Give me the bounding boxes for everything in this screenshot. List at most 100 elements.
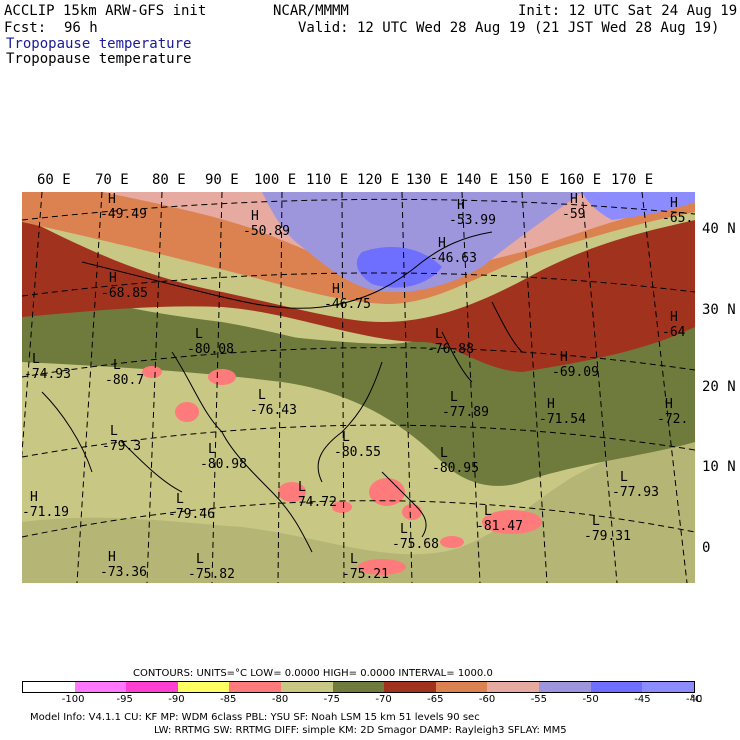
- colorbar-label: °C: [690, 694, 702, 705]
- extremum-value: -75.68: [392, 537, 439, 552]
- lat-label: 10 N: [702, 459, 736, 475]
- extremum-type: L: [350, 552, 358, 567]
- init-time: Init: 12 UTC Sat 24 Aug 19: [518, 3, 738, 19]
- colorbar-swatch: [177, 682, 230, 692]
- lon-label: 70 E: [95, 172, 129, 188]
- extremum-value: -74.72: [290, 495, 337, 510]
- tropopause-temperature-map: [22, 192, 695, 583]
- low-marker: L -75.68: [392, 522, 439, 552]
- low-marker: L -80.95: [432, 446, 479, 476]
- lon-label: 60 E: [37, 172, 71, 188]
- lon-label: 170 E: [611, 172, 654, 188]
- low-marker: L -74.72: [290, 480, 337, 510]
- lat-label: 20 N: [702, 379, 736, 395]
- colorbar-label: -75: [323, 694, 340, 705]
- colorbar-label: -45: [634, 694, 651, 705]
- high-marker: H -46.63: [430, 236, 477, 266]
- high-marker: H -65.: [662, 196, 693, 226]
- model-title: ACCLIP 15km ARW-GFS init: [4, 3, 207, 19]
- extremum-type: L: [176, 492, 184, 507]
- extremum-value: -79.3: [102, 439, 142, 454]
- colorbar-label: -90: [168, 694, 185, 705]
- extremum-value: -73.36: [100, 565, 147, 580]
- extremum-value: -76.88: [427, 342, 474, 357]
- extremum-type: H: [438, 236, 446, 251]
- contours-info: CONTOURS: UNITS=°C LOW= 0.0000 HIGH= 0.0…: [133, 668, 493, 679]
- low-marker: L -75.82: [188, 552, 235, 582]
- extremum-type: H: [665, 397, 673, 412]
- extremum-value: -46.63: [430, 251, 477, 266]
- extremum-type: L: [620, 470, 628, 485]
- extremum-type: H: [570, 192, 578, 207]
- colorbar-swatch: [384, 682, 436, 692]
- lon-label: 150 E: [507, 172, 550, 188]
- extremum-type: L: [208, 442, 216, 457]
- lon-label: 80 E: [152, 172, 186, 188]
- extremum-value: -50.89: [243, 224, 290, 239]
- lon-label: 140 E: [456, 172, 499, 188]
- lon-label: 100 E: [254, 172, 297, 188]
- valid-time: Valid: 12 UTC Wed 28 Aug 19 (21 JST Wed …: [298, 20, 720, 36]
- lat-label: 40 N: [702, 221, 736, 237]
- map-panel: H -49.49 H -50.89 H -53.99 H -59 H -65. H -46.63 H -4…: [22, 192, 695, 583]
- extremum-value: -64: [662, 325, 686, 340]
- colorbar-label: -100: [61, 694, 85, 705]
- extremum-type: L: [196, 552, 204, 567]
- extremum-type: L: [400, 522, 408, 537]
- field-title: Tropopause temperature: [6, 51, 192, 67]
- graticule: [22, 192, 695, 583]
- extremum-value: -68.85: [101, 286, 148, 301]
- high-marker: H -71.19: [22, 490, 69, 520]
- low-marker: L -77.93: [612, 470, 659, 500]
- colorbar-label: -70: [375, 694, 392, 705]
- colorbar-swatch: [539, 682, 591, 692]
- extremum-value: -80.95: [432, 461, 479, 476]
- low-marker: L -80.08: [187, 327, 234, 357]
- high-marker: H -64: [662, 310, 685, 340]
- field-title-blue: Tropopause temperature: [6, 36, 192, 52]
- fcst-label: Fcst:: [4, 20, 47, 36]
- extremum-value: -46.75: [324, 297, 371, 312]
- high-marker: H -72.: [657, 397, 688, 427]
- extremum-value: -71.19: [22, 505, 69, 520]
- extremum-type: L: [484, 504, 492, 519]
- extremum-type: H: [108, 550, 116, 565]
- colorbar-swatch: [126, 682, 178, 692]
- low-marker: L -74.93: [24, 352, 71, 382]
- extremum-type: L: [342, 430, 350, 445]
- lon-label: 110 E: [306, 172, 349, 188]
- extremum-value: -74.93: [24, 367, 71, 382]
- colorbar-label: -60: [478, 694, 496, 705]
- low-marker: L -79.31: [584, 514, 631, 544]
- extremum-type: L: [298, 480, 306, 495]
- colorbar-swatch: [590, 682, 643, 692]
- shading-ne-corner: [582, 192, 695, 220]
- low-marker: L -81.47: [476, 504, 523, 534]
- extremum-value: -59: [562, 207, 586, 222]
- extremum-value: -75.21: [342, 567, 389, 582]
- extremum-type: H: [457, 198, 465, 213]
- extremum-value: -77.89: [442, 405, 489, 420]
- colorbar: [22, 681, 695, 693]
- extremum-type: H: [670, 310, 678, 325]
- extremum-type: H: [109, 271, 117, 286]
- extremum-type: H: [108, 192, 116, 207]
- colorbar-label: -95: [116, 694, 133, 705]
- model-info-line1: Model Info: V4.1.1 CU: KF MP: WDM 6class…: [30, 712, 480, 723]
- low-marker: L -80.7: [105, 358, 144, 388]
- extremum-type: L: [258, 388, 266, 403]
- high-marker: H -53.99: [449, 198, 496, 228]
- extremum-value: -71.54: [539, 412, 586, 427]
- shading-lower-band: [22, 427, 695, 583]
- colorbar-swatch: [23, 682, 75, 692]
- center-label: NCAR/MMMM: [273, 3, 349, 19]
- colorbar-swatch: [487, 682, 540, 692]
- extremum-type: L: [32, 352, 40, 367]
- extremum-type: H: [251, 209, 259, 224]
- extremum-value: -79.46: [168, 507, 215, 522]
- low-marker: L -79.46: [168, 492, 215, 522]
- lon-label: 120 E: [357, 172, 400, 188]
- colorbar-label: -80: [271, 694, 289, 705]
- extremum-type: L: [435, 327, 443, 342]
- colorbar-swatch: [642, 682, 694, 692]
